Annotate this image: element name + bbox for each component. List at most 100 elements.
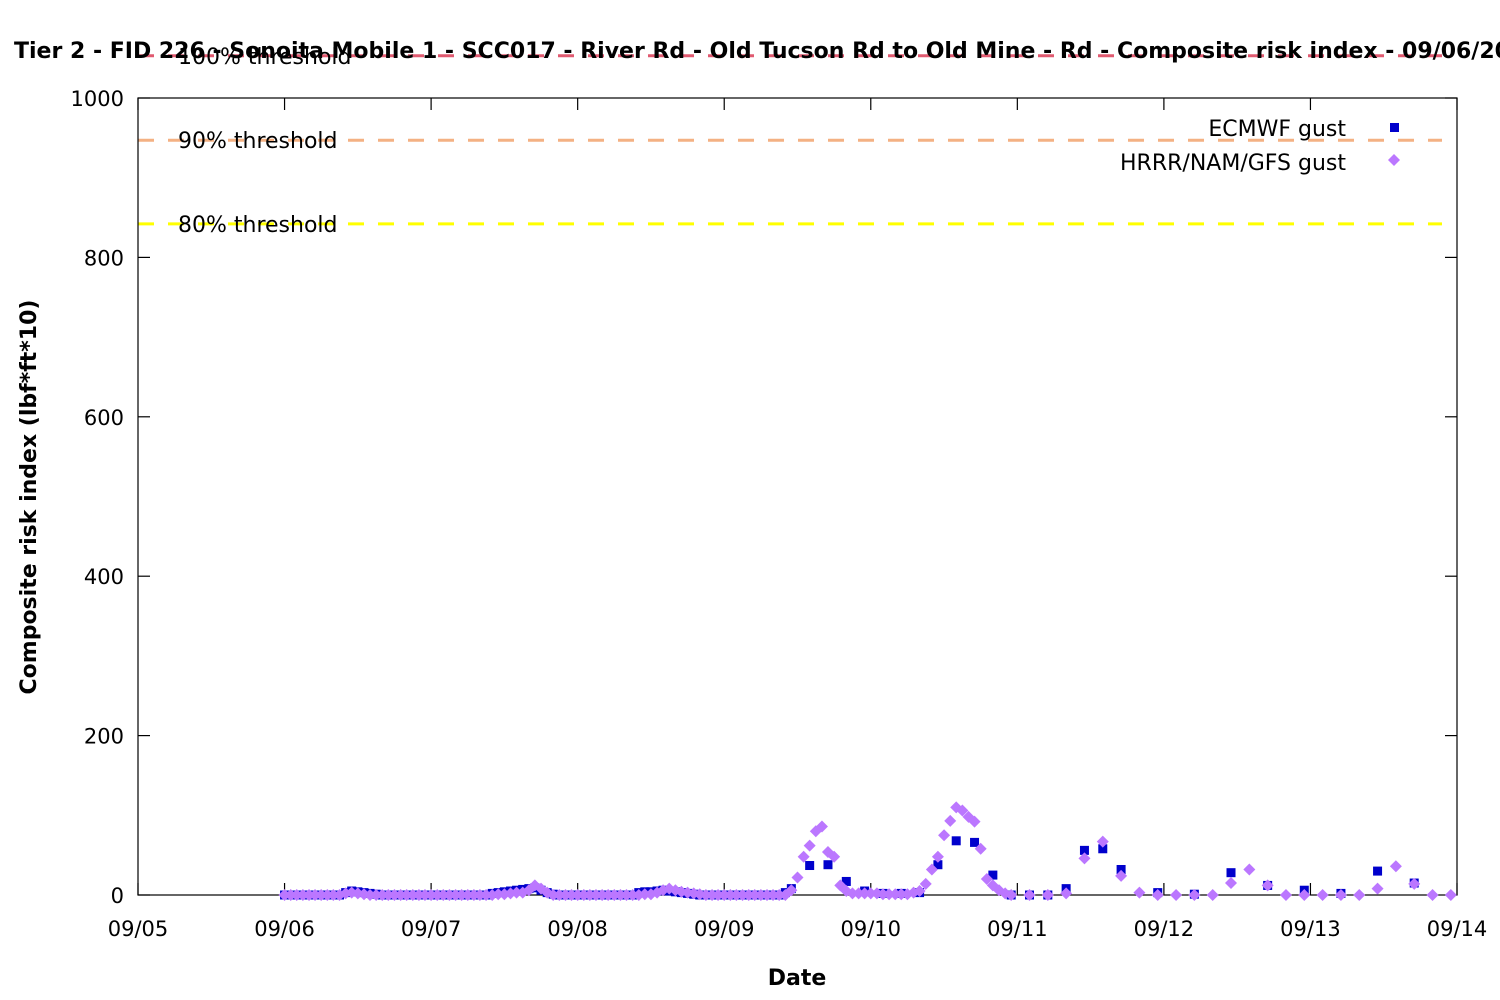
hrrr-point-14 [363,889,376,901]
hrrr-point-4 [303,889,316,901]
hrrr-point-38 [510,886,523,899]
hrrr-point-84 [791,871,804,884]
ecmwf-point-99 [1079,845,1089,855]
hrrr-point-80 [767,889,780,901]
hrrr-point-52 [596,889,609,901]
hrrr-point-100 [889,888,902,901]
y-tick-label-0: 0 [111,884,124,908]
hrrr-point-136 [1316,889,1329,901]
y-tick-label-3: 600 [84,406,124,430]
y-tick-labels: 0 200 400 600 800 1000 [71,87,124,908]
y-tick-label-1: 200 [84,725,124,749]
hrrr-point-90 [828,850,841,863]
hrrr-point-123 [1078,852,1091,865]
hrrr-point-71 [712,889,725,901]
hrrr-point-76 [742,889,755,901]
hrrr-point-35 [492,888,505,901]
hrrr-point-48 [571,889,584,901]
legend-label-ecmwf: ECMWF gust [1208,117,1346,142]
hrrr-point-88 [815,820,828,833]
hrrr-point-86 [803,839,816,852]
hrrr-point-122 [1060,887,1073,900]
hrrr-point-132 [1243,863,1256,876]
hrrr-point-141 [1408,877,1421,890]
hrrr-point-108 [938,829,951,842]
hrrr-point-23 [418,889,431,901]
hrrr-point-96 [864,887,877,900]
hrrr-point-70 [706,889,719,901]
x-tick-label-1: 09/06 [254,917,315,941]
hrrr-point-98 [876,888,889,901]
x-tick-label-5: 09/10 [841,917,902,941]
hrrr-point-33 [480,889,493,901]
hrrr-point-131 [1225,877,1238,890]
hrrr-point-18 [388,889,401,901]
x-tick-labels: 09/05 09/06 09/07 09/08 09/09 09/10 09/11 09/12… [108,917,1488,941]
hrrr-point-31 [467,889,480,901]
hrrr-point-8 [327,889,340,901]
hrrr-point-128 [1170,889,1183,901]
chart-title: Tier 2 - FID 226 - Sonoita Mobile 1 - SC… [14,39,1500,64]
hrrr-point-5 [309,889,322,901]
hrrr-point-37 [504,887,517,900]
ecmwf-point-91 [933,860,943,870]
hrrr-point-137 [1334,889,1347,901]
hrrr-point-79 [761,889,774,901]
ecmwf-point-84 [805,861,815,871]
hrrr-point-69 [699,889,712,901]
ecmwf-point-100 [1098,844,1108,854]
hrrr-point-74 [730,889,743,901]
threshold-label-1: 90% threshold [178,129,338,154]
hrrr-point-75 [736,889,749,901]
threshold-label-2: 80% threshold [178,213,338,238]
hrrr-point-77 [748,889,761,901]
hrrr-point-107 [931,850,944,863]
legend: ECMWF gust HRRR/NAM/GFS gust [1120,117,1400,176]
hrrr-point-133 [1261,879,1274,892]
hrrr-point-105 [919,877,932,890]
hrrr-point-22 [412,889,425,901]
y-axis-title: Composite risk index (lbf*ft*10) [17,300,42,695]
ecmwf-point-108 [1373,866,1383,876]
hrrr-point-53 [602,889,615,901]
hrrr-point-50 [583,889,596,901]
series-hrrr-nam-gfs-gust [278,801,1457,901]
hrrr-point-139 [1371,882,1384,895]
threshold-lines [138,54,1442,226]
hrrr-point-124 [1096,835,1109,848]
hrrr-point-101 [895,888,908,901]
hrrr-point-95 [858,887,871,900]
hrrr-point-6 [315,889,328,901]
hrrr-point-121 [1041,889,1054,901]
hrrr-point-119 [1005,889,1018,901]
hrrr-point-25 [431,889,444,901]
hrrr-point-20 [400,889,413,901]
hrrr-point-45 [553,889,566,901]
ecmwf-point-94 [988,870,998,880]
hrrr-point-46 [559,889,572,901]
hrrr-point-55 [614,889,627,901]
hrrr-point-47 [565,889,578,901]
hrrr-point-130 [1206,889,1219,901]
ecmwf-point-104 [1226,868,1236,878]
hrrr-point-143 [1444,889,1457,901]
y-tick-label-2: 400 [84,565,124,589]
hrrr-point-85 [797,850,810,863]
legend-marker-ecmwf [1390,123,1399,132]
hrrr-point-83 [785,884,798,897]
hrrr-point-59 [638,888,651,901]
plot-frame [137,97,1458,896]
hrrr-point-106 [925,863,938,876]
ecmwf-point-85 [823,860,833,870]
ecmwf-point-86 [841,876,851,886]
hrrr-point-16 [376,889,389,901]
threshold-labels: 100% threshold 90% threshold 80% threshold [178,45,352,238]
hrrr-point-114 [974,842,987,855]
x-tick-label-8: 09/13 [1280,917,1341,941]
x-tick-label-2: 09/07 [401,917,462,941]
hrrr-point-30 [461,889,474,901]
hrrr-point-27 [443,889,456,901]
legend-marker-hrrr [1388,154,1400,166]
y-tick-label-4: 800 [84,246,124,270]
